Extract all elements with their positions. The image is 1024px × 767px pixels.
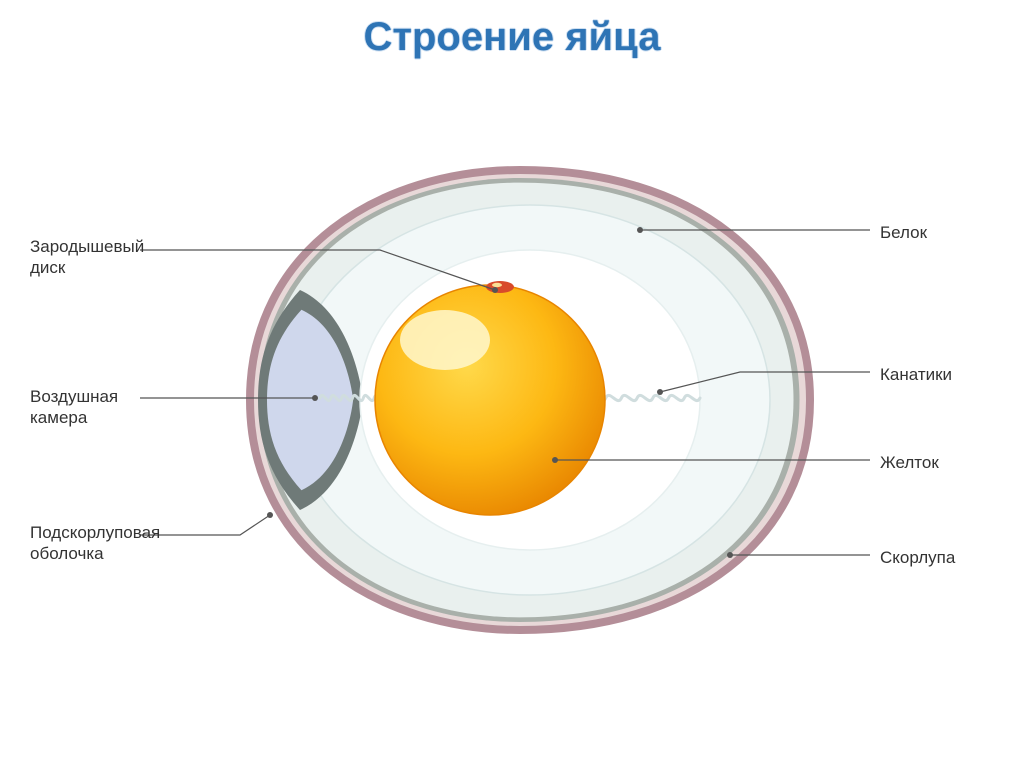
label-text: Желток xyxy=(880,453,939,472)
label-membrane: Подскорлуповая оболочка xyxy=(30,522,160,565)
germ-disc xyxy=(486,281,514,293)
label-text: оболочка xyxy=(30,544,104,563)
label-text: Воздушная xyxy=(30,387,118,406)
label-text: Скорлупа xyxy=(880,548,955,567)
leader-dot-membrane xyxy=(267,512,273,518)
yolk xyxy=(375,285,605,515)
yolk-highlight xyxy=(400,310,490,370)
leader-dot-albumen xyxy=(637,227,643,233)
label-text: Белок xyxy=(880,223,927,242)
leader-dot-chalaza xyxy=(657,389,663,395)
label-text: диск xyxy=(30,258,65,277)
label-text: Канатики xyxy=(880,365,952,384)
label-yolk: Желток xyxy=(880,452,939,473)
egg-diagram xyxy=(0,0,1024,767)
label-albumen: Белок xyxy=(880,222,927,243)
label-shell: Скорлупа xyxy=(880,547,955,568)
leader-dot-yolk xyxy=(552,457,558,463)
leader-dot-shell xyxy=(727,552,733,558)
label-text: камера xyxy=(30,408,87,427)
leader-dot-air xyxy=(312,395,318,401)
label-chalaza: Канатики xyxy=(880,364,952,385)
label-text: Подскорлуповая xyxy=(30,523,160,542)
label-germ-disc: Зародышевый диск xyxy=(30,236,144,279)
stage: Строение яйца Зародышевый диск Воздушная… xyxy=(0,0,1024,767)
label-air-cell: Воздушная камера xyxy=(30,386,118,429)
leader-dot-germ xyxy=(492,287,498,293)
label-text: Зародышевый xyxy=(30,237,144,256)
